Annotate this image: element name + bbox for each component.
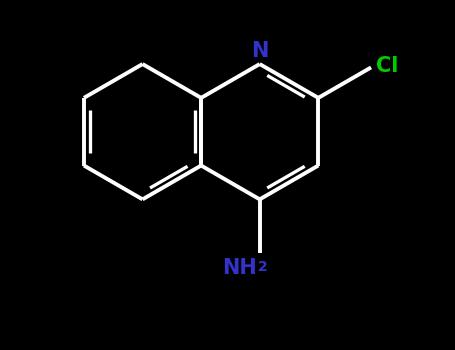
Text: N: N — [251, 41, 268, 61]
Text: 2: 2 — [258, 260, 268, 274]
Text: Cl: Cl — [376, 56, 399, 76]
Text: NH: NH — [222, 258, 257, 278]
